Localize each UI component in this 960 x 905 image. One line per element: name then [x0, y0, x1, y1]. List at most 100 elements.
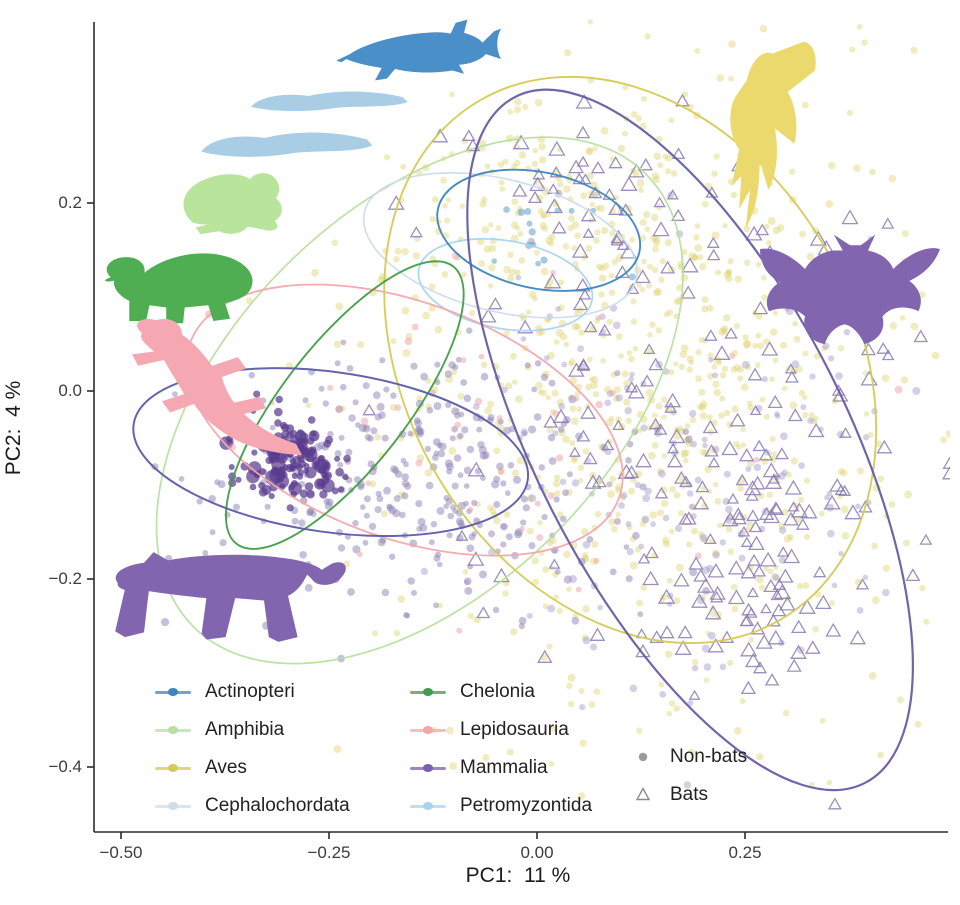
bat-point — [696, 577, 715, 593]
data-point-aves — [745, 364, 752, 371]
data-point-aves — [540, 389, 547, 397]
data-point-mammalia — [297, 456, 305, 464]
data-point-aves — [511, 198, 519, 206]
data-point-actinopteri — [568, 207, 575, 214]
bat-point — [740, 680, 757, 695]
bat-point — [759, 551, 777, 567]
data-point-aves — [776, 224, 785, 232]
data-point-mammalia — [400, 457, 407, 464]
bat-point — [748, 520, 763, 533]
bat-point — [942, 456, 950, 469]
data-point-mammalia — [247, 461, 262, 476]
data-point-aves — [668, 528, 675, 535]
data-point-aves — [538, 156, 547, 164]
data-point-aves — [569, 405, 577, 413]
data-point-mammalia — [377, 538, 386, 547]
data-point-aves — [431, 196, 439, 203]
bat-point — [913, 329, 929, 343]
bat-point — [681, 257, 699, 273]
bat-point — [548, 140, 566, 156]
legend-label: Non-bats — [670, 746, 748, 767]
data-point-aves — [868, 672, 877, 680]
legend-item-petromyzontida: Petromyzontida — [410, 787, 592, 825]
data-point-actinopteri — [535, 260, 541, 267]
data-point-mammalia — [275, 395, 283, 404]
bat-point — [731, 511, 747, 525]
data-point-mammalia — [322, 472, 330, 481]
data-point-aves — [649, 321, 656, 328]
data-point-aves — [694, 223, 701, 229]
legend-key-cephalochordata — [155, 801, 191, 811]
bat-point — [576, 359, 591, 371]
data-point-aves — [659, 258, 666, 265]
ellipse-amphibia — [155, 136, 684, 665]
bat-point — [762, 462, 780, 478]
data-point-aves — [577, 464, 585, 471]
data-point-mammalia — [304, 482, 314, 491]
data-point-aves — [772, 310, 779, 316]
data-point-actinopteri — [528, 228, 536, 236]
data-point-aves — [400, 163, 407, 170]
bat-point — [666, 453, 683, 468]
data-point-aves — [713, 388, 722, 397]
data-point-aves — [574, 232, 581, 239]
data-point-aves — [658, 681, 665, 688]
data-point-aves — [734, 727, 742, 735]
data-point-aves — [311, 268, 319, 277]
data-point-mammalia — [547, 433, 556, 442]
data-point-mammalia — [401, 473, 410, 481]
bat-point — [841, 209, 859, 225]
data-point-aves — [812, 415, 819, 422]
data-point-aves — [742, 334, 749, 341]
fish-silhouette — [336, 19, 501, 81]
data-point-aves — [896, 696, 905, 704]
data-point-aves — [495, 225, 502, 231]
data-point-aves — [510, 628, 518, 636]
data-point-mammalia — [363, 512, 370, 519]
bat-point — [749, 404, 762, 416]
bat-point — [702, 419, 719, 434]
bat-point — [727, 560, 745, 575]
data-point-aves — [568, 214, 575, 222]
data-point-mammalia — [863, 434, 870, 441]
bat-point — [825, 622, 842, 637]
data-point-aves — [484, 163, 491, 170]
data-point-aves — [910, 46, 918, 54]
data-point-aves — [720, 871, 727, 878]
data-point-mammalia — [463, 466, 472, 475]
data-point-aves — [670, 170, 678, 177]
data-point-lepidosauria — [474, 397, 483, 406]
data-point-aves — [506, 748, 514, 756]
data-point-mammalia — [625, 521, 632, 527]
data-point-mammalia — [381, 588, 390, 597]
data-point-mammalia — [712, 445, 720, 454]
data-point-aves — [553, 594, 559, 600]
y-tick-label: 0.2 — [58, 193, 82, 212]
bat-point — [517, 319, 534, 334]
data-point-aves — [940, 436, 947, 444]
data-point-aves — [704, 465, 712, 474]
legend-taxa-column-1: Actinopteri Amphibia Aves Cephalochordata — [155, 673, 350, 825]
data-point-aves — [871, 542, 878, 550]
bat-point — [409, 226, 423, 238]
data-point-aves — [673, 491, 681, 499]
data-point-aves — [857, 467, 864, 475]
data-point-aves — [793, 335, 801, 343]
data-point-aves — [545, 394, 552, 401]
data-point-aves — [428, 283, 436, 291]
data-point-aves — [665, 154, 673, 162]
data-point-mammalia — [340, 339, 347, 346]
data-point-mammalia — [291, 517, 299, 525]
data-point-aves — [625, 417, 632, 424]
data-point-lepidosauria — [411, 323, 419, 331]
data-point-aves — [582, 448, 590, 455]
data-point-aves — [698, 336, 705, 343]
bat-point — [839, 427, 852, 438]
data-point-mammalia — [347, 588, 355, 596]
data-point-aves — [629, 236, 636, 243]
bat-point — [760, 603, 772, 614]
bat-point — [653, 196, 666, 208]
data-point-aves — [695, 375, 703, 383]
data-point-mammalia — [560, 420, 568, 428]
